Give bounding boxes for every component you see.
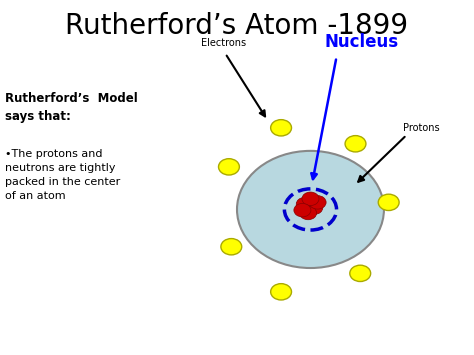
Ellipse shape (345, 136, 366, 152)
Text: Electrons: Electrons (201, 38, 246, 48)
Ellipse shape (294, 203, 311, 217)
Ellipse shape (237, 151, 384, 268)
Ellipse shape (271, 120, 292, 136)
Ellipse shape (306, 201, 323, 214)
Text: •The protons and
neutrons are tightly
packed in the center
of an atom: •The protons and neutrons are tightly pa… (5, 149, 120, 201)
Ellipse shape (300, 206, 317, 220)
Ellipse shape (219, 159, 239, 175)
Ellipse shape (350, 265, 371, 282)
Text: Rutherford’s  Model
says that:: Rutherford’s Model says that: (5, 92, 137, 123)
Ellipse shape (309, 196, 326, 209)
Ellipse shape (378, 194, 399, 211)
Ellipse shape (296, 197, 313, 211)
Text: Rutherford’s Atom -1899: Rutherford’s Atom -1899 (65, 12, 409, 40)
Ellipse shape (221, 239, 242, 255)
Ellipse shape (271, 284, 292, 300)
Text: Nucleus: Nucleus (325, 33, 399, 51)
Text: Protons: Protons (403, 123, 439, 133)
Ellipse shape (302, 192, 319, 206)
